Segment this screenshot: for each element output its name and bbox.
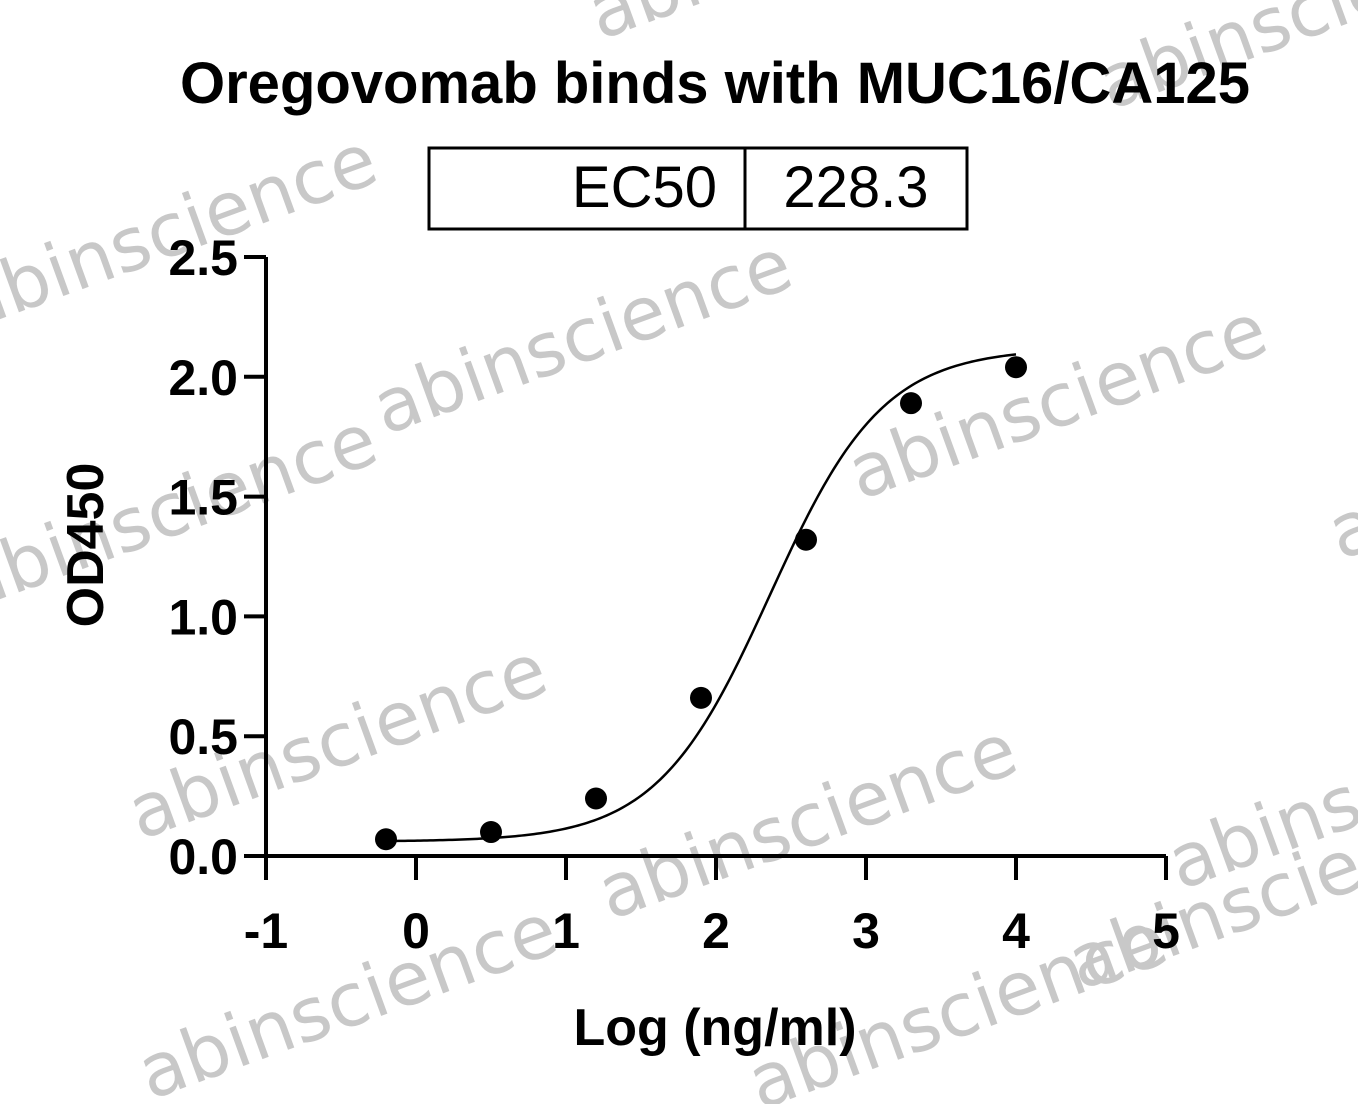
data-point	[375, 828, 397, 851]
ec50-value: 228.3	[783, 155, 928, 220]
chart-title: Oregovomab binds with MUC16/CA125	[180, 51, 1250, 116]
data-point	[690, 686, 712, 709]
x-tick-label: 0	[402, 903, 430, 959]
ec50-table: EC50 228.3	[427, 146, 969, 231]
y-tick-label: 0.0	[168, 829, 238, 885]
y-tick-label: 0.5	[168, 709, 238, 765]
y-tick-label: 2.5	[168, 230, 238, 286]
y-tick-label: 1.0	[168, 589, 238, 645]
y-axis-label: OD450	[57, 463, 115, 628]
data-point	[795, 528, 817, 551]
x-tick-label: -1	[244, 903, 288, 959]
y-tick-label: 1.5	[168, 470, 238, 526]
data-points	[375, 356, 1027, 851]
x-tick-label: 1	[552, 903, 580, 959]
data-point	[480, 821, 502, 844]
y-tick-label: 2.0	[168, 350, 238, 406]
ec50-header: EC50	[572, 155, 717, 220]
x-tick-label: 4	[1002, 903, 1030, 959]
x-tick-label: 2	[702, 903, 730, 959]
ec50-table-border	[427, 146, 969, 231]
x-axis-label: Log (ng/ml)	[573, 999, 856, 1057]
watermark-text: abinscience	[362, 221, 803, 452]
data-point	[1005, 356, 1027, 379]
watermark-text: abinscience	[1317, 346, 1358, 577]
watermark-text: abinscience	[577, 0, 1018, 57]
data-point	[585, 787, 607, 810]
watermark-text: abinscience	[587, 706, 1028, 937]
axes: 0.0 0.5 1.0 1.5 2.0 2.5 -1 0 1 2 3 4 5	[168, 230, 1179, 959]
data-point	[900, 392, 922, 415]
x-tick-label: 5	[1152, 903, 1180, 959]
watermark-text: abinscience	[127, 886, 568, 1104]
x-tick-label: 3	[852, 903, 880, 959]
